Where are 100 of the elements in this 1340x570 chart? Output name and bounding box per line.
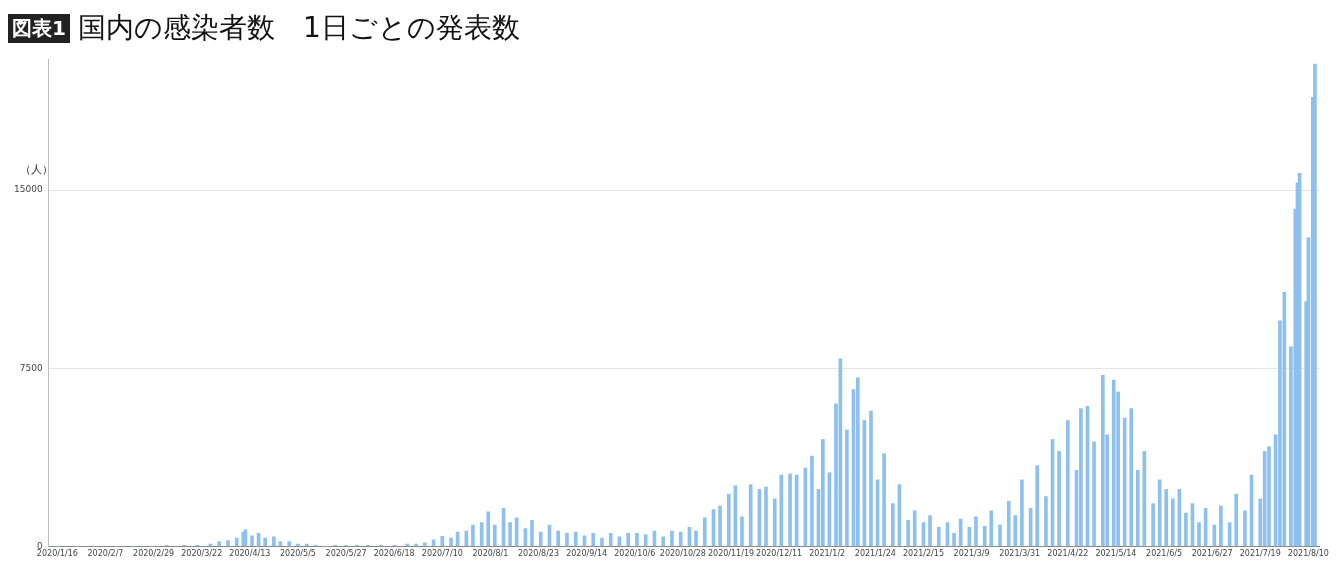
x-tick-label: 2020/8/23: [518, 549, 560, 559]
bar: [635, 533, 639, 547]
bar: [1170, 498, 1175, 547]
bar: [272, 536, 276, 547]
y-tick-label: 15000: [13, 184, 43, 195]
x-tick-label: 2021/6/27: [1191, 549, 1233, 559]
bar: [1035, 465, 1040, 547]
x-tick-label: 2021/6/5: [1146, 549, 1183, 559]
bar: [608, 533, 613, 547]
bar: [928, 515, 932, 547]
bar: [1151, 503, 1155, 547]
bar: [1219, 505, 1223, 547]
bar: [1006, 500, 1011, 547]
x-tick-label: 2020/5/27: [325, 549, 367, 559]
bar: [1243, 510, 1247, 547]
bar: [508, 522, 512, 547]
bar: [1267, 446, 1271, 547]
bar: [906, 519, 910, 547]
bar: [779, 474, 784, 547]
bar: [998, 524, 1002, 547]
bar: [479, 522, 484, 547]
bar: [1122, 417, 1127, 547]
bar: [718, 505, 722, 547]
bar: [1100, 375, 1105, 547]
bar: [856, 377, 860, 547]
bar: [740, 516, 744, 547]
text: 図表1: [8, 13, 70, 43]
x-tick-label: 2020/8/1: [472, 549, 509, 559]
bar: [974, 516, 978, 547]
bar: [702, 517, 707, 547]
bar: [845, 429, 849, 547]
x-tick-label: 2021/8/10: [1287, 549, 1329, 559]
bar: [538, 531, 543, 547]
bar: [486, 511, 491, 547]
bar: [1197, 522, 1201, 547]
x-tick-label: 2020/12/11: [756, 549, 803, 559]
x-tick-label: 2021/3/9: [953, 549, 990, 559]
bar: [810, 455, 814, 547]
x-tick-label: 2021/5/14: [1095, 549, 1137, 559]
bar: [764, 486, 768, 547]
bar: [661, 536, 666, 547]
bar: [250, 535, 254, 547]
bar: [952, 533, 956, 547]
bar: [1013, 515, 1018, 547]
bar: [748, 484, 753, 547]
y-tick-label: 0: [36, 540, 43, 551]
bar: [670, 530, 674, 547]
x-tick-label: 2021/1/2: [809, 549, 846, 559]
x-tick-label: 2021/4/22: [1047, 549, 1089, 559]
x-tick-label: 2021/7/19: [1239, 549, 1281, 559]
bar: [1111, 379, 1116, 547]
bar: [821, 439, 825, 547]
bar: [226, 540, 230, 547]
bar: [912, 510, 917, 547]
bar: [989, 510, 994, 547]
x-tick-label: 2020/10/28: [659, 549, 706, 559]
chart-title: 国内の感染者数 1日ごとの発表数: [77, 10, 520, 46]
bar: [1164, 489, 1169, 547]
bar: [1313, 63, 1317, 547]
bar: [936, 527, 941, 547]
x-tick-label: 2020/10/6: [614, 549, 656, 559]
bar: [471, 524, 475, 547]
x-tick-label: 2020/6/18: [373, 549, 415, 559]
bar: [869, 410, 873, 547]
bar: [1129, 408, 1134, 547]
x-tick-label: 2020/1/16: [36, 549, 78, 559]
bar: [626, 533, 631, 547]
bar: [449, 537, 453, 547]
bar: [1184, 512, 1188, 547]
bar: [1234, 493, 1239, 547]
bar: [1079, 408, 1083, 547]
bar: [440, 536, 445, 547]
x-tick-label: 2020/11/19: [707, 549, 755, 559]
x-tick-label: 2020/2/7: [87, 549, 124, 559]
x-tick-label: 2020/5/5: [279, 549, 316, 559]
bar: [556, 530, 561, 547]
bar: [772, 498, 777, 547]
x-tick-label: 2020/9/14: [566, 549, 608, 559]
bar: [678, 531, 683, 547]
x-tick-label: 2020/7/10: [421, 549, 463, 559]
bar: [591, 533, 596, 547]
bar: [234, 537, 239, 547]
bar: [573, 531, 578, 547]
bar: [726, 493, 731, 547]
bar: [1044, 496, 1048, 547]
bar: [1065, 420, 1070, 547]
bar: [492, 524, 497, 547]
x-tick-label: 2021/1/24: [854, 549, 896, 559]
bar: [1020, 479, 1024, 547]
bar: [694, 530, 698, 547]
bar: [1092, 441, 1096, 547]
x-tick-label: 2020/4/13: [229, 549, 271, 559]
bar: [263, 537, 267, 547]
bar: [1135, 470, 1140, 547]
x-tick-label: 2020/3/22: [181, 549, 223, 559]
x-tick-label: 2021/2/15: [902, 549, 944, 559]
bar: [788, 473, 792, 547]
bar: [891, 503, 895, 547]
x-tick-label: 2021/3/31: [999, 549, 1041, 559]
bar: [600, 537, 604, 547]
